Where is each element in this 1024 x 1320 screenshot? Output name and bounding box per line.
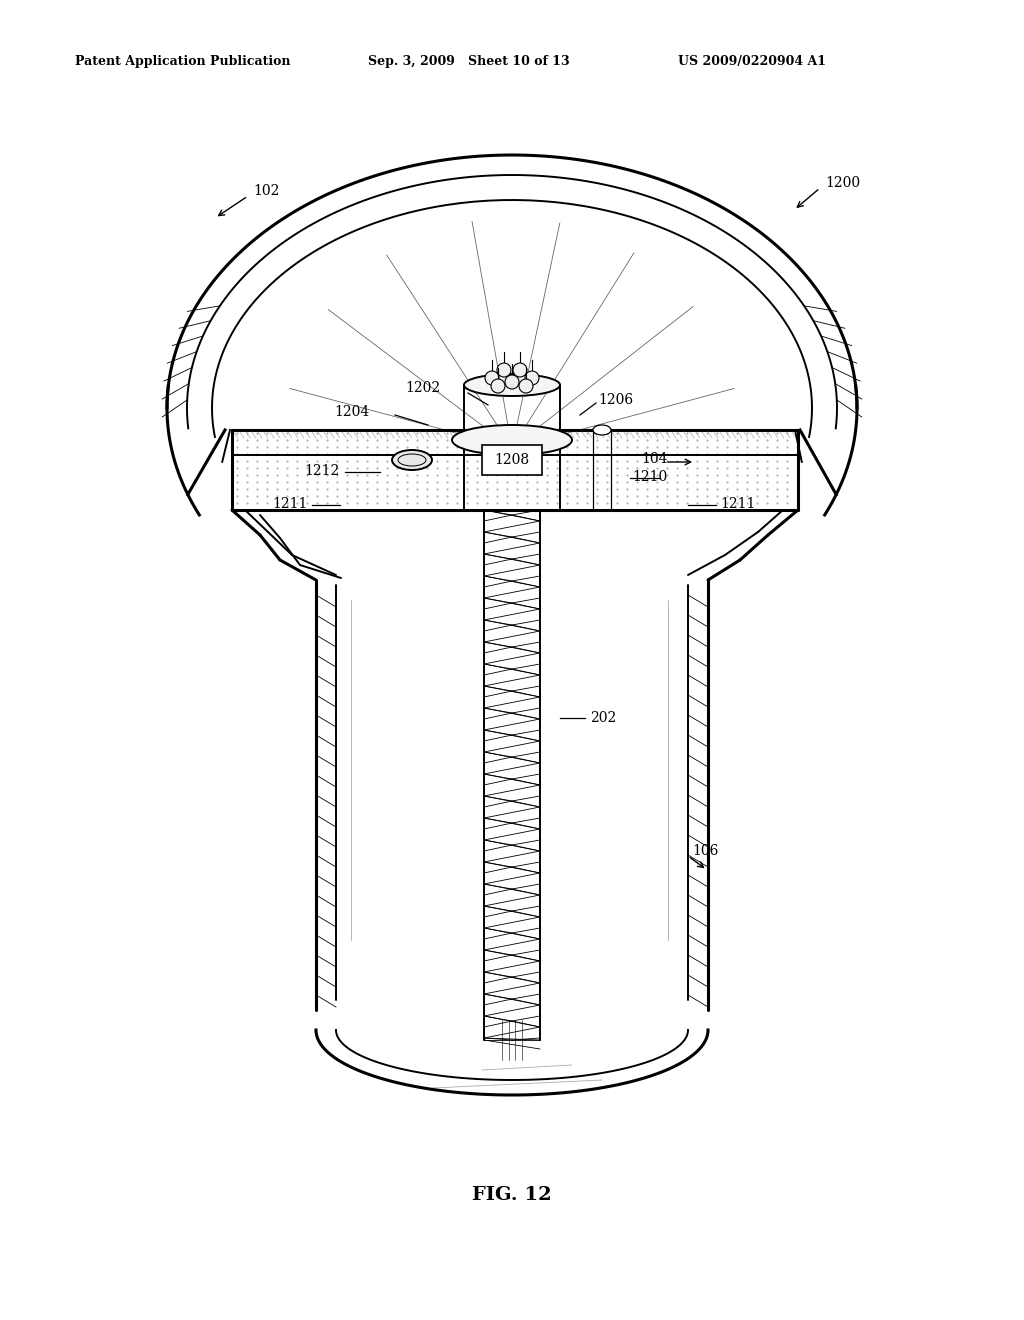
Text: 1210: 1210 bbox=[633, 470, 668, 484]
Text: 1208: 1208 bbox=[495, 453, 529, 467]
Text: Patent Application Publication: Patent Application Publication bbox=[75, 55, 291, 69]
Text: 1211: 1211 bbox=[272, 498, 308, 511]
Circle shape bbox=[497, 363, 511, 378]
Text: 104: 104 bbox=[641, 451, 668, 466]
Circle shape bbox=[505, 375, 519, 389]
Text: 106: 106 bbox=[692, 843, 719, 858]
Text: 1202: 1202 bbox=[404, 381, 440, 395]
Text: 102: 102 bbox=[253, 183, 280, 198]
Circle shape bbox=[490, 379, 505, 393]
Ellipse shape bbox=[392, 450, 432, 470]
Circle shape bbox=[525, 371, 539, 385]
Bar bbox=[482, 445, 542, 475]
Ellipse shape bbox=[593, 425, 611, 436]
Text: 1206: 1206 bbox=[598, 393, 633, 407]
Text: FIG. 12: FIG. 12 bbox=[472, 1185, 552, 1204]
Text: 1204: 1204 bbox=[335, 405, 370, 418]
Circle shape bbox=[513, 363, 527, 378]
Text: US 2009/0220904 A1: US 2009/0220904 A1 bbox=[678, 55, 826, 69]
Text: 202: 202 bbox=[590, 711, 616, 725]
Text: Sep. 3, 2009   Sheet 10 of 13: Sep. 3, 2009 Sheet 10 of 13 bbox=[368, 55, 569, 69]
Ellipse shape bbox=[464, 374, 560, 396]
Text: 1200: 1200 bbox=[825, 176, 860, 190]
Text: 1211: 1211 bbox=[720, 498, 756, 511]
Text: 1212: 1212 bbox=[305, 465, 340, 478]
Ellipse shape bbox=[452, 425, 572, 455]
Circle shape bbox=[519, 379, 534, 393]
Circle shape bbox=[485, 371, 499, 385]
